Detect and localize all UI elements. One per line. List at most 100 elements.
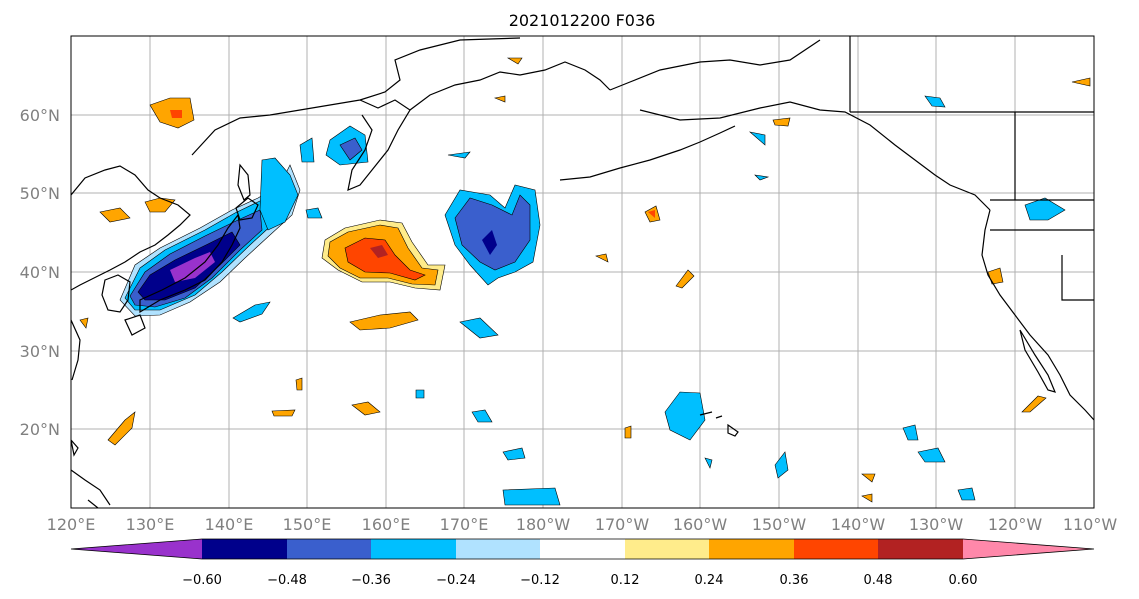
colorbar-seg-2 [287, 539, 371, 559]
kuril-negative-strip [259, 157, 299, 231]
map-frame-border [70, 35, 1095, 509]
positive-blob-19 [79, 317, 89, 329]
lat-label-30n: 30°N [20, 342, 60, 361]
negative-blob-16 [704, 457, 713, 469]
positive-blob-13 [861, 473, 876, 483]
negative-blob-14 [754, 174, 770, 181]
positive-blob-9 [595, 253, 609, 263]
colorbar-seg-9 [878, 539, 963, 559]
positive-blob-2 [99, 207, 131, 223]
kamchatka-negative-inner [339, 137, 363, 161]
north-america-west-coast [981, 209, 1094, 421]
alaska-south-coast [639, 101, 991, 211]
colorbar-seg-3 [371, 539, 456, 559]
colorbar-seg-4 [456, 539, 540, 559]
hawaii-islands [699, 411, 739, 437]
taiwan [71, 439, 79, 457]
positive-blob-15 [506, 57, 523, 65]
colorbar-seg-7 [709, 539, 794, 559]
japan-negative-region-peak [170, 252, 215, 282]
negative-blob-6 [502, 487, 561, 506]
colorbar-seg-5 [540, 539, 625, 559]
colorbar-tick-6: 0.24 [695, 573, 724, 588]
midpacific-positive-core [344, 237, 426, 281]
positive-blob-siberia-core [170, 110, 182, 118]
negative-blob-2 [447, 151, 471, 159]
positive-blob-8 [675, 269, 695, 289]
colorbar-tick-3: −0.24 [436, 573, 476, 588]
positive-blob-1 [349, 311, 419, 331]
colorbar-tick-4: −0.12 [520, 573, 560, 588]
negative-blob-3 [305, 207, 323, 219]
lon-label-120e: 120°E [47, 515, 96, 534]
lon-label-180w: 180°W [516, 515, 571, 534]
lon-label-130e: 130°E [126, 515, 175, 534]
negative-blob-7 [774, 451, 789, 479]
sakhalin [237, 163, 251, 201]
alaska-coast [609, 39, 821, 91]
lat-label-20n: 20°N [20, 420, 60, 439]
positive-blob-10 [772, 117, 791, 127]
lon-label-170e: 170°E [440, 515, 489, 534]
chukotka-coast [409, 61, 611, 111]
colorbar-seg-10 [963, 539, 1094, 559]
philippines-coast [71, 469, 111, 508]
lon-label-160e: 160°E [362, 515, 411, 534]
lon-label-130w: 130°W [909, 515, 964, 534]
colorbar [70, 538, 1095, 560]
lon-label-160w: 160°W [673, 515, 728, 534]
positive-blob-17 [624, 425, 632, 439]
colorbar-tick-5: 0.12 [611, 573, 640, 588]
lon-label-170w: 170°W [595, 515, 650, 534]
positive-blob-16 [295, 377, 303, 391]
us-state-line-2 [1061, 255, 1094, 301]
coastlines [71, 36, 1094, 508]
sw-japan-negative [232, 301, 271, 323]
okhotsk-negative [299, 137, 315, 163]
hokkaido [235, 197, 259, 221]
negative-blob-12 [924, 95, 946, 108]
negative-blob-hawaii [664, 391, 706, 441]
colorbar-tick-0: −0.60 [182, 573, 222, 588]
lon-label-150w: 150°W [752, 515, 807, 534]
colorbar-tick-9: 0.60 [949, 573, 978, 588]
positive-blob-14 [861, 493, 873, 503]
lon-label-120w: 120°W [988, 515, 1043, 534]
lon-label-140w: 140°W [831, 515, 886, 534]
korea-coast [101, 274, 131, 313]
negative-blob-10 [957, 487, 976, 501]
kyushu [124, 314, 146, 336]
baja-california [1019, 329, 1057, 393]
colorbar-tick-7: 0.36 [780, 573, 809, 588]
lon-label-110w: 110°W [1063, 515, 1118, 534]
colorbar-seg-0 [71, 539, 202, 559]
asia-mainland-coast [71, 165, 191, 291]
negative-blob-1 [459, 317, 499, 339]
negative-blob-8 [902, 424, 919, 441]
midpacific-positive-peak [370, 245, 388, 258]
map-title: 2021012200 F036 [509, 11, 656, 30]
lon-label-150e: 150°E [283, 515, 332, 534]
colorbar-tick-8: 0.48 [864, 573, 893, 588]
negative-blob-5 [502, 447, 526, 461]
central-pacific-negative-core [482, 230, 497, 255]
positive-blob-4 [107, 411, 136, 446]
positive-blob-5 [351, 401, 381, 416]
positive-blob-6 [271, 409, 296, 417]
kamchatka-coast [347, 99, 411, 191]
lat-label-60n: 60°N [20, 106, 60, 125]
lon-label-140e: 140°E [205, 515, 254, 534]
china-coast-south [71, 319, 81, 381]
lat-label-50n: 50°N [20, 184, 60, 203]
positive-blob-7-core [648, 210, 655, 218]
gridlines [71, 36, 1094, 508]
colorbar-tick-2: −0.36 [351, 573, 391, 588]
lat-label-40n: 40°N [20, 263, 60, 282]
colorbar-seg-6 [625, 539, 709, 559]
negative-blob-9 [917, 447, 946, 463]
negative-blob-15 [415, 389, 425, 399]
colorbar-tick-1: −0.48 [267, 573, 307, 588]
positive-blob-12 [1021, 395, 1047, 413]
colorbar-seg-1 [202, 539, 287, 559]
